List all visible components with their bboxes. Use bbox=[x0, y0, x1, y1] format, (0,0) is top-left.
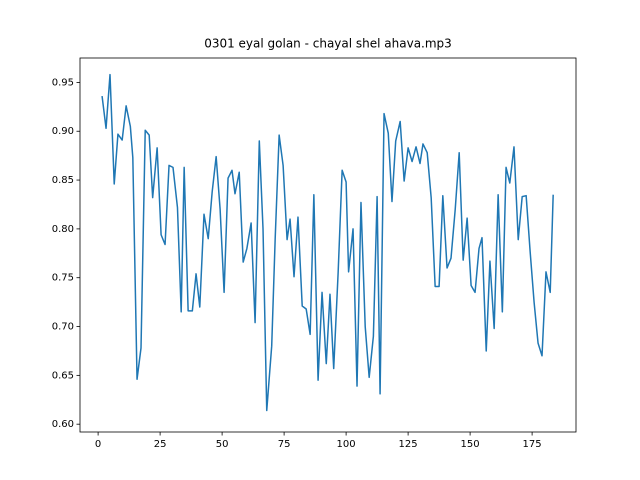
x-tick-label: 150 bbox=[461, 439, 480, 450]
y-tick-label: 0.85 bbox=[52, 175, 74, 186]
y-tick-label: 0.80 bbox=[52, 224, 74, 235]
x-tick-label: 75 bbox=[278, 439, 291, 450]
y-tick-label: 0.70 bbox=[52, 322, 74, 333]
y-tick-label: 0.75 bbox=[52, 273, 74, 284]
x-tick-label: 125 bbox=[399, 439, 418, 450]
x-tick-label: 25 bbox=[154, 439, 167, 450]
y-tick-label: 0.65 bbox=[52, 370, 74, 381]
y-tick-label: 0.95 bbox=[52, 77, 74, 88]
chart-title: 0301 eyal golan - chayal shel ahava.mp3 bbox=[204, 37, 452, 51]
x-tick-label: 0 bbox=[95, 439, 101, 450]
data-line bbox=[101, 73, 554, 412]
axes-frame bbox=[79, 57, 577, 433]
x-tick-label: 100 bbox=[337, 439, 356, 450]
y-tick-label: 0.90 bbox=[52, 126, 74, 137]
x-tick-label: 175 bbox=[523, 439, 542, 450]
x-tick-label: 50 bbox=[216, 439, 229, 450]
y-tick-label: 0.60 bbox=[52, 419, 74, 430]
